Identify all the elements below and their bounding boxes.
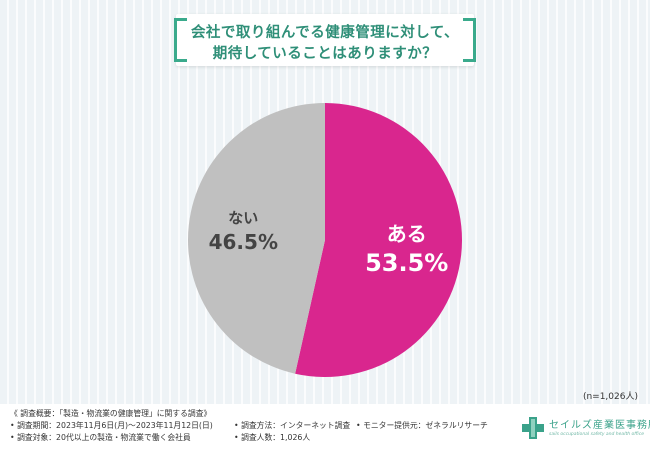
medical-cross-icon [522, 417, 544, 439]
survey-period: • 調査期間：2023年11月6日(月)～2023年11月12日(日) [10, 421, 213, 430]
survey-method: • 調査方法：インターネット調査 [234, 421, 351, 430]
survey-target: • 調査対象：20代以上の製造・物流業で働く会社員 [10, 433, 191, 442]
survey-monitor-provider: • モニター提供元：ゼネラルリサーチ [356, 421, 488, 430]
chart-title-box: 会社で取り組んでる健康管理に対して、 期待していることはありますか？ [174, 14, 476, 66]
title-bracket-left [174, 18, 187, 62]
logo-name: セイルズ産業医事務所 [549, 420, 650, 431]
pie-slice-1 [188, 103, 325, 374]
survey-overview-heading: 《 調査概要：「製造・物流業の健康管理」に関する調査》 [10, 409, 212, 418]
pie-label-1: ない [228, 209, 258, 227]
chart-title-line-1: 会社で取り組んでる健康管理に対して、 [190, 25, 460, 41]
pie-label-0: ある [387, 222, 427, 246]
sample-size-note: (n=1,026人) [582, 392, 638, 402]
logo-subtitle: sails occupational safety and health off… [549, 432, 644, 437]
survey-respondents: • 調査人数：1,026人 [234, 433, 311, 442]
chart-title-line-2: 期待していることはありますか？ [212, 46, 438, 62]
title-bracket-right [463, 18, 476, 62]
pie-slices [188, 103, 463, 378]
pie-value-0: 53.5% [365, 249, 448, 277]
pie-value-1: 46.5% [209, 230, 278, 254]
pie-slice-0 [295, 103, 463, 378]
pie-labels: ある 53.5% ない 46.5% [209, 209, 449, 277]
